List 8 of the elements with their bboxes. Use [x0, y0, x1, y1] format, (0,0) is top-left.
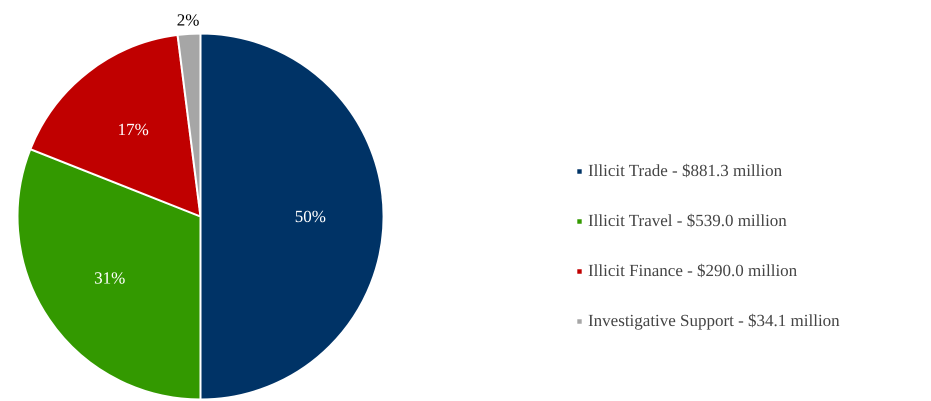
data-label: 2% — [176, 10, 200, 30]
legend-label: Investigative Support - $34.1 million — [588, 311, 840, 331]
legend-label: Illicit Travel - $539.0 million — [588, 211, 787, 231]
legend-label: Illicit Trade - $881.3 million — [588, 161, 782, 181]
data-label: 31% — [94, 268, 126, 288]
legend-label: Illicit Finance - $290.0 million — [588, 261, 798, 281]
data-label: 17% — [118, 120, 149, 140]
data-label: 50% — [294, 207, 326, 226]
